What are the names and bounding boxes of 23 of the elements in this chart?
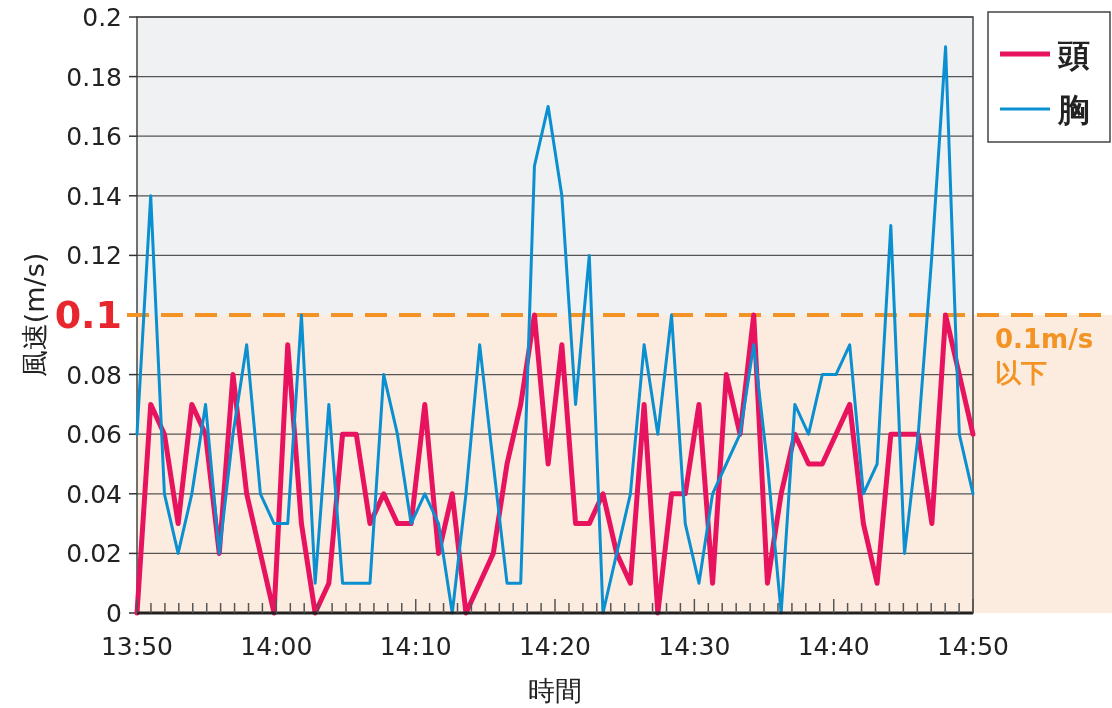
x-tick-label: 14:50 <box>936 632 1010 661</box>
x-tick-label: 14:30 <box>658 632 731 661</box>
band-label: 0.1m/s以下 <box>995 323 1094 390</box>
y-tick-label: 0.18 <box>66 62 122 92</box>
x-axis-title: 時間 <box>528 675 582 706</box>
y-tick-label: 0.12 <box>66 241 122 271</box>
x-tick-label: 14:10 <box>379 632 452 661</box>
legend-label: 胸 <box>1057 91 1090 129</box>
y-tick-label: 0.04 <box>66 479 122 509</box>
y-axis-title: 風速(m/s) <box>19 252 50 378</box>
x-tick-label: 14:00 <box>240 632 313 661</box>
x-tick-label: 14:20 <box>518 632 592 661</box>
y-tick-label: 0.06 <box>66 420 122 450</box>
y-tick-label: 0.08 <box>66 360 122 390</box>
y-tick-label: 0.16 <box>66 122 122 152</box>
x-tick-label: 14:40 <box>797 632 870 661</box>
y-tick-label: 0.14 <box>66 181 122 211</box>
y-tick-label: 0.02 <box>66 539 122 569</box>
y-tick-label: 0 <box>106 599 122 628</box>
y-tick-label: 0.2 <box>82 3 122 32</box>
x-tick-label: 13:50 <box>100 632 174 661</box>
ref-line-label: 0.1 <box>54 293 122 337</box>
legend-label: 頭 <box>1057 36 1090 74</box>
